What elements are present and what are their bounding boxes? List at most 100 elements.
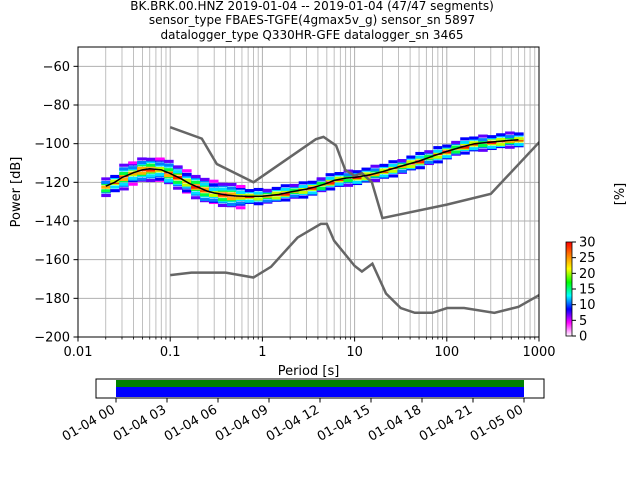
ppsd-cell [415,151,425,156]
ppsd-cell [298,184,309,188]
ppsd-cell [280,184,291,188]
ppsd-cell [253,202,264,206]
ppsd-cell [146,163,156,167]
ppsd-cell [298,190,309,194]
ppsd-cell [343,183,354,187]
ppsd-cell [155,162,165,166]
ppsd-cell [451,150,461,154]
ppsd-cell [208,183,219,187]
colorbar-tick-label: 5 [579,314,587,329]
ppsd-cell [388,174,399,178]
ppsd-cell [173,186,183,190]
ppsd-cell [244,189,255,193]
ppsd-cell [361,167,372,171]
ppsd-cell [505,131,515,135]
ppsd-cell [235,195,246,199]
ppsd-cell [343,173,354,177]
ppsd-cell [191,174,201,179]
colorbar-tick-label: 20 [579,267,596,282]
ppsd-cell [406,160,416,164]
ppsd-cell [128,166,138,170]
plot-area: 0.01 0.1 1 10 100 1000 Period [s] −60 −80 −100 −12… [9,46,556,379]
ppsd-cell [388,163,399,167]
ppsd-cell [164,174,174,178]
ppsd-cell [496,133,506,137]
title-line-3: datalogger_type Q330HR-GFE datalogger_sn… [161,28,464,42]
ppsd-cell [208,198,219,202]
plot-frame [77,46,540,338]
colorbar-gradient [565,241,573,337]
coverage-tick-label: 01-05 00 [468,402,526,444]
ppsd-cell [307,180,318,184]
y-tick-label: −120 [34,176,70,191]
ppsd-cell [460,151,470,155]
ppsd-cell [128,161,138,165]
ppsd-cell [325,173,336,177]
ppsd-cell [505,145,515,149]
ppsd-cell [119,167,129,171]
x-axis: 0.01 0.1 1 10 100 1000 Period [s] [64,337,556,379]
ppsd-cell [199,187,210,191]
ppsd-cell [478,148,488,152]
ppsd-cell [226,186,237,190]
ppsd-cell [334,172,345,176]
ppsd-cell [469,136,479,140]
ppsd-cell [262,188,273,192]
ppsd-cell [478,134,488,138]
ppsd-cell [226,182,237,186]
ppsd-cell [128,176,138,180]
ppsd-cell [173,165,183,169]
ppsd-cell [110,185,120,189]
ppsd-cell [101,177,111,181]
ppsd-cell [334,176,345,180]
ppsd-cell [155,172,165,176]
ppsd-cell [199,197,210,202]
ppsd-cell [199,182,210,186]
ppsd-cell [235,184,246,189]
ppsd-cell [164,178,174,182]
ppsd-cell [128,182,138,186]
ppsd-cell [469,147,479,151]
ppsd-cell [379,168,390,172]
ppsd-cell [496,137,506,142]
ppsd-cell [370,173,381,177]
ppsd-cell [460,137,470,141]
ppsd-cell [119,187,129,191]
ppsd-cell [244,199,255,203]
ppsd-cell [370,168,381,172]
x-tick-label: 0.01 [64,345,93,360]
ppsd-cell [478,138,488,142]
ppsd-cell [442,144,452,148]
ppsd-cell [514,143,524,147]
ppsd-cell [415,160,425,164]
ppsd-cell [244,193,255,197]
ppsd-cell [119,163,129,167]
ppsd-cell [289,183,300,187]
ppsd-cell [460,145,470,149]
ppsd-cell [379,174,390,178]
ppsd-cell [208,179,219,183]
ppsd-cell [182,189,192,193]
ppsd-cell [146,157,156,161]
ppsd-cell [316,186,327,190]
ppsd-cell [433,155,443,159]
ppsd-cell [253,197,264,201]
x-tick-label: 10 [346,345,363,360]
ppsd-cell [182,169,192,173]
ppsd-cell [262,199,273,203]
colorbar-tick-label: 15 [579,283,596,298]
ppsd-cell [101,189,111,193]
title-line-2: sensor_type FBAES-TGFE(4gmax5v_g) sensor… [149,13,475,27]
ppsd-cell [182,183,192,187]
ppsd-cell [388,160,399,164]
coverage-tick-label: 01-04 00 [60,402,118,444]
ppsd-cell [370,178,381,183]
ppsd-cell [478,144,488,148]
ppsd-cell [487,145,497,149]
ppsd-cell [271,196,282,200]
psd-coverage-bar [116,387,524,397]
ppsd-cell [155,166,165,171]
ppsd-cell [415,166,425,170]
ppsd-cell [191,191,201,195]
